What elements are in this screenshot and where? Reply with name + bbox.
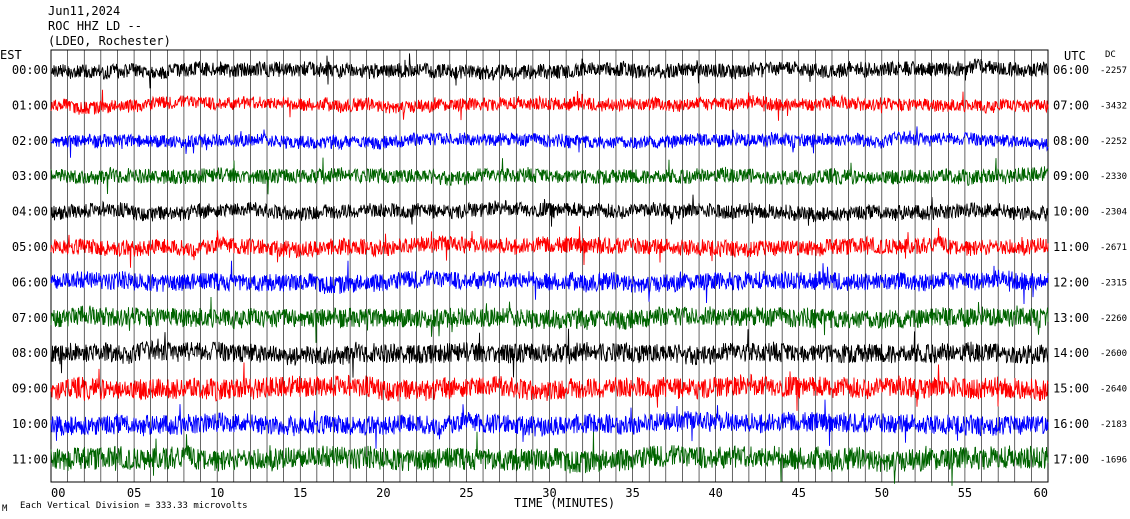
utc-hour-label: 12:00 [1053,275,1089,289]
est-hour-label: 04:00 [12,205,48,219]
trace-line-6 [50,260,1049,305]
dc-offset-labels: -2257 -3432 -2252 -2330 -2304 -2671 -2315 -2260… [1100,66,1127,465]
x-tick-label: 35 [625,486,639,500]
est-hour-label: 06:00 [12,275,48,289]
dc-offset-label: -2304 [1100,208,1127,218]
trace-line-5 [50,226,1049,268]
est-hour-label: 01:00 [12,98,48,112]
x-tick-label: 30 [542,486,556,500]
est-hour-label: 11:00 [12,452,48,466]
header-date: Jun11,2024 [48,4,120,18]
x-tick-labels: 00 05 10 15 20 25 30 35 40 45 50 55 60 [51,486,1048,500]
utc-hour-label: 13:00 [1053,311,1089,325]
est-hour-label: 09:00 [12,382,48,396]
utc-hour-label: 06:00 [1053,63,1089,77]
dc-offset-label: -1696 [1100,455,1127,465]
x-tick-label: 10 [210,486,224,500]
x-tick-label: 00 [51,486,65,500]
utc-hour-label: 15:00 [1053,382,1089,396]
dc-offset-label: -3432 [1100,101,1127,111]
header-station: ROC HHZ LD -- [48,19,142,33]
dc-header-label: DC [1105,50,1116,60]
dc-offset-label: -2640 [1100,385,1127,395]
utc-hour-label: 10:00 [1053,205,1089,219]
dc-offset-label: -2315 [1100,278,1127,288]
dc-offset-label: -2600 [1100,349,1127,359]
x-axis-title: TIME (MINUTES) [514,496,615,510]
trace-line-7 [50,296,1049,343]
x-tick-label: 15 [293,486,307,500]
right-timezone-label: UTC [1064,49,1086,63]
x-tick-label: 25 [459,486,473,500]
est-hour-label: 10:00 [12,417,48,431]
corner-mark: M [2,504,8,514]
utc-hour-label: 14:00 [1053,346,1089,360]
x-tick-label: 55 [958,486,972,500]
x-tick-label: 40 [708,486,722,500]
trace-line-10 [50,399,1049,449]
x-tick-label: 20 [376,486,390,500]
dc-offset-label: -2257 [1100,66,1127,76]
trace-line-9 [50,362,1049,411]
est-hour-label: 08:00 [12,346,48,360]
header-location: (LDEO, Rochester) [48,34,171,48]
utc-hour-label: 08:00 [1053,134,1089,148]
utc-hour-label: 07:00 [1053,98,1089,112]
vertical-division-footnote: Each Vertical Division = 333.33 microvol… [20,501,248,511]
est-hour-label: 02:00 [12,134,48,148]
x-tick-label: 45 [792,486,806,500]
x-tick-label: 05 [127,486,141,500]
est-hour-label: 00:00 [12,63,48,77]
trace-line-1 [50,89,1049,121]
trace-line-11 [50,431,1049,486]
seismic-traces [50,53,1049,486]
utc-hour-label: 11:00 [1053,240,1089,254]
est-hour-label: 07:00 [12,311,48,325]
trace-line-8 [50,328,1049,378]
est-hour-labels: 00:00 01:00 02:00 03:00 04:00 05:00 06:00 07:00… [12,63,48,466]
x-tick-label: 60 [1034,486,1048,500]
dc-offset-label: -2330 [1100,172,1127,182]
utc-hour-label: 09:00 [1053,169,1089,183]
utc-hour-labels: 06:00 07:00 08:00 09:00 10:00 11:00 12:00 13:00… [1053,63,1089,466]
minute-grid [67,50,1032,482]
trace-line-0 [50,53,1049,89]
header-background [46,2,170,48]
utc-hour-label: 16:00 [1053,417,1089,431]
x-tick-label: 50 [875,486,889,500]
trace-line-2 [50,126,1049,158]
dc-offset-label: -2260 [1100,314,1127,324]
trace-line-3 [50,157,1049,195]
est-hour-label: 03:00 [12,169,48,183]
dc-offset-label: -2252 [1100,137,1127,147]
utc-hour-label: 17:00 [1053,452,1089,466]
left-timezone-label: EST [0,48,22,62]
trace-line-4 [50,194,1049,227]
est-hour-label: 05:00 [12,240,48,254]
dc-offset-label: -2183 [1100,420,1127,430]
dc-offset-label: -2671 [1100,243,1127,253]
